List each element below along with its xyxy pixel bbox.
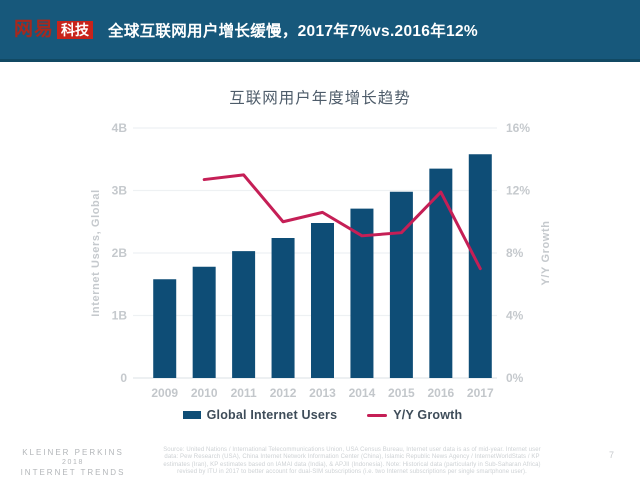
chart-title: 互联网用户年度增长趋势 [229, 90, 411, 107]
left-axis-tick: 2B [112, 246, 128, 260]
bar-series-swatch [182, 411, 201, 419]
x-axis-label-2010: 2010 [191, 386, 218, 400]
line-series-label: Y/Y Growth [393, 408, 463, 422]
legend-item-bars: Global Internet Users [182, 408, 338, 422]
brand-line-1: KLEINER PERKINS [22, 448, 124, 457]
left-axis-tick: 0 [120, 371, 127, 385]
netease-tech-logo: 网易 科技 [14, 19, 94, 40]
bar-2010 [192, 266, 216, 378]
brand-line-2: 2018 [62, 459, 84, 466]
logo-brand-text: 网易 [14, 19, 55, 40]
x-axis-label-2017: 2017 [467, 386, 494, 400]
kleiner-perkins-brand: KLEINER PERKINS 2018 INTERNET TRENDS [8, 448, 138, 477]
x-axis-label-2012: 2012 [270, 386, 297, 400]
legend-item-line: Y/Y Growth [367, 408, 462, 422]
left-axis-tick: 1B [112, 309, 128, 323]
x-axis-label-2013: 2013 [309, 386, 336, 400]
source-line-4: revised by ITU in 2017 to better account… [177, 469, 527, 476]
bar-2013 [311, 223, 334, 378]
source-line-1: Source: United Nations / International T… [163, 447, 541, 453]
header-bar: 网易 科技 全球互联网用户增长缓慢，2017年7%vs.2016年12% [0, 0, 640, 62]
bar-2015 [389, 191, 413, 378]
logo-sub-badge: 科技 [57, 20, 94, 39]
bar-2011 [232, 251, 256, 378]
x-axis-label-2015: 2015 [388, 386, 415, 400]
source-line-2: data: Pew Research (USA), China Internet… [164, 454, 540, 461]
line-series-swatch [367, 413, 388, 417]
right-axis-tick: 0% [506, 371, 524, 385]
source-line-3: estimates (Iran), KP estimates based on … [163, 461, 541, 468]
x-axis-label-2016: 2016 [427, 386, 454, 400]
x-axis-label-2009: 2009 [151, 386, 178, 400]
source-note: Source: United Nations / International T… [156, 447, 548, 477]
chart-legend: Global Internet Users Y/Y Growth [0, 406, 640, 424]
yoy-growth-line [202, 173, 482, 271]
article-headline: 全球互联网用户增长缓慢，2017年7%vs.2016年12% [108, 22, 478, 40]
x-axis-label-2014: 2014 [349, 386, 376, 400]
bar-series-label: Global Internet Users [206, 408, 338, 422]
left-axis-title: Internet Users, Global [90, 189, 102, 317]
x-axis-label-2011: 2011 [231, 386, 257, 400]
left-axis-tick: 4B [112, 121, 128, 135]
left-axis-tick: 3B [112, 184, 128, 198]
brand-line-3: INTERNET TRENDS [20, 468, 126, 477]
page-number: 7 [608, 450, 614, 460]
bar-2009 [153, 279, 177, 378]
bar-2014 [350, 208, 374, 378]
right-axis-title: Y/Y Growth [540, 220, 552, 285]
right-axis-tick: 12% [506, 184, 530, 198]
right-axis-tick: 16% [506, 121, 530, 135]
bar-2012 [271, 238, 295, 378]
right-axis-tick: 4% [506, 309, 524, 323]
bar-2016 [429, 168, 453, 378]
right-axis-tick: 8% [506, 246, 524, 260]
